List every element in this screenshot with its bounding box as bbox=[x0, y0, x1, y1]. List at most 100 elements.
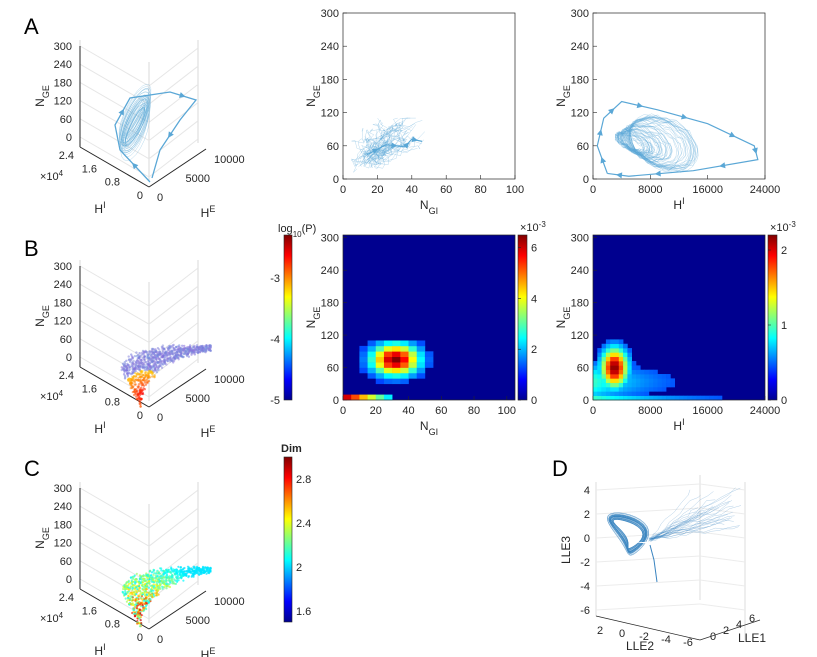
heatmap-cell bbox=[631, 365, 637, 371]
x-tick-label: 40 bbox=[406, 184, 418, 196]
scatter-point bbox=[148, 375, 151, 378]
scatter-point bbox=[158, 578, 161, 581]
heatmap-cell bbox=[359, 362, 368, 368]
scatter-point bbox=[140, 381, 143, 384]
scatter-point bbox=[140, 614, 143, 617]
scatter-point bbox=[122, 585, 125, 589]
heatmap-cell bbox=[636, 382, 641, 388]
heatmap-cell bbox=[367, 372, 377, 379]
scatter-point bbox=[145, 604, 148, 607]
heatmap-cell bbox=[636, 365, 641, 371]
scatter-point bbox=[153, 572, 156, 575]
scatter-point bbox=[124, 585, 127, 589]
scatter-point bbox=[144, 597, 147, 600]
heatmap-cell bbox=[367, 351, 377, 358]
grid-line bbox=[148, 138, 199, 178]
scatter-point bbox=[143, 609, 146, 612]
heatmap-cell bbox=[623, 382, 628, 388]
trajectory-arrow bbox=[636, 102, 644, 109]
heatmap-cell bbox=[640, 382, 645, 388]
scatter-point bbox=[152, 593, 155, 596]
grid-line bbox=[79, 136, 150, 178]
lle2-tick-label: 2 bbox=[597, 625, 603, 637]
y-tick-label: 120 bbox=[321, 330, 339, 342]
trajectory-line bbox=[629, 114, 696, 169]
grid-line bbox=[699, 579, 746, 587]
heatmap-cell bbox=[657, 374, 663, 379]
heatmap-cell bbox=[367, 356, 377, 363]
he-tick-label: 0 bbox=[157, 634, 163, 646]
scatter-point bbox=[197, 570, 200, 573]
scatter-point bbox=[138, 625, 142, 628]
scatter-point bbox=[142, 350, 146, 354]
scatter-point bbox=[137, 392, 140, 395]
heatmap-cell bbox=[614, 348, 620, 353]
z-tick-label: 120 bbox=[54, 316, 72, 328]
y-axis-label: NGE bbox=[304, 85, 322, 107]
heatmap-cell bbox=[674, 395, 680, 401]
scatter-point bbox=[186, 349, 190, 352]
heatmap-cell bbox=[601, 391, 607, 396]
scatter-point bbox=[135, 572, 138, 575]
scatter-point bbox=[159, 567, 162, 570]
scatter-point bbox=[193, 566, 196, 569]
scatter-point bbox=[160, 360, 164, 363]
scatter-point bbox=[138, 613, 141, 616]
hi-tick-label: 2.4 bbox=[59, 150, 74, 162]
heatmap-cell bbox=[605, 391, 611, 396]
scatter-point bbox=[135, 389, 138, 393]
scatter-point bbox=[157, 588, 160, 591]
heatmap-cell bbox=[653, 374, 658, 379]
panel-label-a: A bbox=[24, 14, 39, 39]
scatter-point bbox=[135, 607, 138, 610]
heatmap-cell bbox=[610, 343, 615, 349]
scatter-point bbox=[155, 349, 158, 353]
heatmap-cell bbox=[416, 362, 426, 368]
heatmap-cell bbox=[367, 340, 377, 347]
heatmap-cell bbox=[610, 374, 615, 379]
scatter-point bbox=[158, 584, 161, 587]
chart-a3-nge-vs-hi: 0 8000 16000 24000 0 60 120 180 240 300 HI NGE bbox=[554, 8, 780, 212]
grid-line bbox=[699, 531, 746, 539]
heatmap-cell bbox=[601, 374, 607, 379]
he-axis bbox=[148, 590, 207, 630]
x-tick-label: 60 bbox=[440, 184, 452, 196]
scatter-point bbox=[138, 585, 141, 588]
trajectory-arrow bbox=[600, 156, 607, 164]
scatter-point bbox=[151, 580, 154, 583]
scatter-point bbox=[146, 354, 149, 357]
scatter-point bbox=[135, 378, 138, 381]
attractor-line bbox=[648, 512, 702, 542]
trajectory-line bbox=[614, 132, 645, 153]
heatmap-cell bbox=[627, 369, 632, 375]
scatter-point bbox=[130, 353, 133, 356]
scatter-point bbox=[139, 590, 142, 593]
z-tick-label: 4 bbox=[584, 485, 590, 497]
z-axis-label: LLE3 bbox=[559, 536, 573, 564]
scatter-point bbox=[202, 348, 205, 351]
grid-line bbox=[79, 523, 150, 565]
heatmap-cell bbox=[627, 361, 632, 366]
chart-b2-heatmap-ngi: 0 20 40 60 80 100 0 60 120 180 240 300 NGI NGE 0 2 4 6 ×10… bbox=[304, 220, 546, 438]
heatmap-cell bbox=[623, 348, 628, 353]
scatter-point bbox=[172, 582, 175, 585]
scatter-point bbox=[143, 583, 147, 586]
z-axis-label: NGE bbox=[33, 527, 51, 549]
hi-tick-label: 1.6 bbox=[82, 163, 97, 175]
heatmap-cell bbox=[593, 365, 598, 371]
plot-frame bbox=[342, 234, 516, 401]
scatter-point bbox=[133, 574, 136, 577]
heatmap-cell bbox=[597, 356, 602, 362]
scatter-point bbox=[155, 594, 158, 597]
scatter-point bbox=[131, 357, 134, 360]
scatter-point bbox=[149, 361, 152, 365]
heatmap-cell bbox=[408, 340, 418, 347]
heatmap-cell bbox=[383, 351, 393, 358]
heatmap-cell bbox=[400, 362, 409, 368]
heatmap-cell bbox=[670, 382, 675, 388]
scatter-point bbox=[145, 582, 148, 585]
scatter-point bbox=[164, 580, 167, 583]
scatter-point bbox=[151, 575, 154, 578]
scatter-point bbox=[165, 570, 168, 573]
scatter-point bbox=[137, 383, 141, 386]
